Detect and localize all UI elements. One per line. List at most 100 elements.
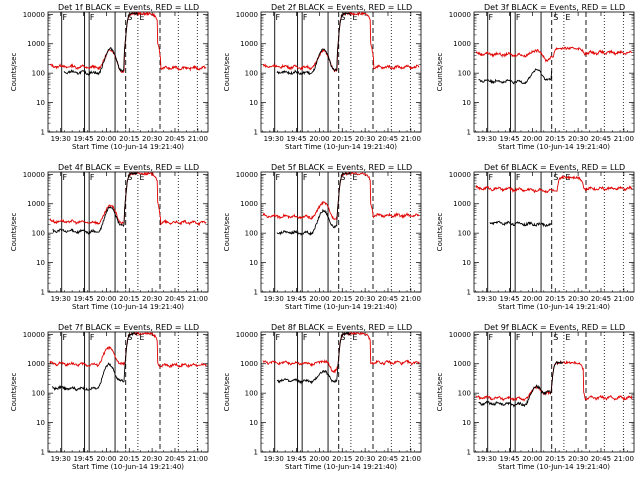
- flag-label-F: F: [62, 173, 67, 182]
- series-group: [49, 332, 207, 392]
- x-axis-label: Start Time (10-Jun-14 19:21:40): [72, 303, 184, 311]
- x-tick-label: 20:15: [545, 455, 565, 463]
- x-tick-label: 21:00: [401, 295, 421, 303]
- flag-label-F: F: [90, 333, 95, 342]
- y-tick-label: 10000: [23, 331, 45, 339]
- detector-panel-3: Det 3f BLACK = Events, RED = LLD 1 10 100 10…: [436, 3, 635, 151]
- plot-frame: [473, 11, 635, 133]
- panel-title: Det 6f BLACK = Events, RED = LLD: [484, 163, 625, 172]
- x-tick-label: 20:15: [332, 135, 352, 143]
- x-tick-label: 19:45: [499, 135, 519, 143]
- x-tick-label: 20:30: [142, 295, 162, 303]
- detector-panel-5: Det 5f BLACK = Events, RED = LLD 1 10 100 10…: [223, 163, 422, 311]
- flag-label-E: E: [139, 173, 144, 182]
- x-tick-label: 19:30: [477, 295, 497, 303]
- y-tick-label: 10: [36, 99, 45, 107]
- x-tick-label: 20:00: [309, 455, 329, 463]
- y-axis-label: Counts/sec: [436, 373, 444, 412]
- x-tick-label: 20:00: [522, 455, 542, 463]
- flag-label-S: S: [553, 333, 558, 342]
- flag-label-S: S: [127, 13, 132, 22]
- x-tick-label: 20:30: [568, 295, 588, 303]
- x-tick-label: 19:45: [499, 455, 519, 463]
- flag-label-E: E: [565, 333, 570, 342]
- panel-title: Det 9f BLACK = Events, RED = LLD: [484, 323, 625, 332]
- x-tick-label: 20:00: [522, 295, 542, 303]
- x-axis-label: Start Time (10-Jun-14 19:21:40): [285, 463, 397, 471]
- x-tick-label: 19:30: [51, 295, 71, 303]
- series-group: [49, 12, 207, 76]
- y-tick-label: 1: [467, 289, 471, 297]
- y-tick-label: 10000: [23, 11, 45, 19]
- flag-label-F: F: [516, 333, 521, 342]
- y-tick-label: 100: [458, 390, 471, 398]
- y-tick-label: 10000: [449, 171, 471, 179]
- x-tick-label: 19:45: [286, 455, 306, 463]
- x-tick-label: 20:45: [591, 295, 611, 303]
- plot-frame: [473, 171, 635, 293]
- x-tick-label: 20:30: [142, 455, 162, 463]
- x-tick-label: 20:15: [332, 455, 352, 463]
- x-tick-label: 20:15: [545, 135, 565, 143]
- x-tick-label: 20:45: [378, 135, 398, 143]
- plot-frame: [260, 11, 422, 133]
- series-group: [475, 174, 633, 228]
- flag-label-F: F: [516, 173, 521, 182]
- x-tick-label: 21:00: [401, 135, 421, 143]
- x-tick-label: 20:45: [165, 455, 185, 463]
- flag-label-F: F: [275, 173, 280, 182]
- detector-panel-2: Det 2f BLACK = Events, RED = LLD 1 10 100 10…: [223, 3, 422, 151]
- y-tick-label: 100: [458, 230, 471, 238]
- y-tick-label: 1000: [27, 40, 45, 48]
- flag-label-F: F: [62, 333, 67, 342]
- x-tick-label: 20:30: [568, 135, 588, 143]
- flag-label-F: F: [275, 13, 280, 22]
- panel-title: Det 3f BLACK = Events, RED = LLD: [484, 3, 625, 12]
- flag-label-F: F: [90, 13, 95, 22]
- y-tick-label: 10000: [236, 171, 258, 179]
- events-series: [276, 172, 351, 236]
- x-tick-label: 19:45: [499, 295, 519, 303]
- y-tick-label: 100: [32, 70, 45, 78]
- x-tick-label: 21:00: [188, 295, 208, 303]
- y-tick-label: 10000: [449, 11, 471, 19]
- flag-label-E: E: [139, 13, 144, 22]
- x-axis-label: Start Time (10-Jun-14 19:21:40): [72, 463, 184, 471]
- y-tick-label: 1000: [240, 40, 258, 48]
- y-tick-label: 1000: [453, 200, 471, 208]
- y-tick-label: 10000: [23, 171, 45, 179]
- x-tick-label: 19:45: [73, 455, 93, 463]
- x-tick-label: 20:45: [591, 135, 611, 143]
- x-tick-label: 20:00: [309, 135, 329, 143]
- events-series: [52, 172, 138, 235]
- x-tick-label: 19:45: [286, 135, 306, 143]
- y-tick-label: 10: [36, 259, 45, 267]
- y-tick-label: 100: [245, 390, 258, 398]
- plot-frame: [47, 171, 209, 293]
- x-tick-label: 20:15: [545, 295, 565, 303]
- detector-panel-6: Det 6f BLACK = Events, RED = LLD 1 10 100 10…: [436, 163, 635, 311]
- x-axis-label: Start Time (10-Jun-14 19:21:40): [498, 143, 610, 151]
- y-axis-label: Counts/sec: [10, 213, 18, 252]
- x-tick-label: 19:30: [51, 135, 71, 143]
- y-axis-label: Counts/sec: [10, 373, 18, 412]
- y-axis-label: Counts/sec: [223, 373, 231, 412]
- flag-label-S: S: [340, 13, 345, 22]
- x-axis-label: Start Time (10-Jun-14 19:21:40): [72, 143, 184, 151]
- events-series: [52, 332, 138, 392]
- x-tick-label: 19:30: [264, 455, 284, 463]
- x-tick-label: 21:00: [614, 135, 634, 143]
- x-tick-label: 21:00: [188, 135, 208, 143]
- flag-label-E: E: [139, 333, 144, 342]
- y-tick-label: 1: [41, 129, 45, 137]
- y-tick-label: 1000: [240, 200, 258, 208]
- x-tick-label: 20:00: [96, 295, 116, 303]
- x-tick-label: 20:30: [142, 135, 162, 143]
- flag-label-F: F: [488, 13, 493, 22]
- x-tick-label: 20:15: [332, 295, 352, 303]
- plot-frame: [47, 11, 209, 133]
- y-tick-label: 1000: [27, 200, 45, 208]
- panel-title: Det 2f BLACK = Events, RED = LLD: [271, 3, 412, 12]
- flag-label-F: F: [488, 333, 493, 342]
- plot-frame: [47, 331, 209, 453]
